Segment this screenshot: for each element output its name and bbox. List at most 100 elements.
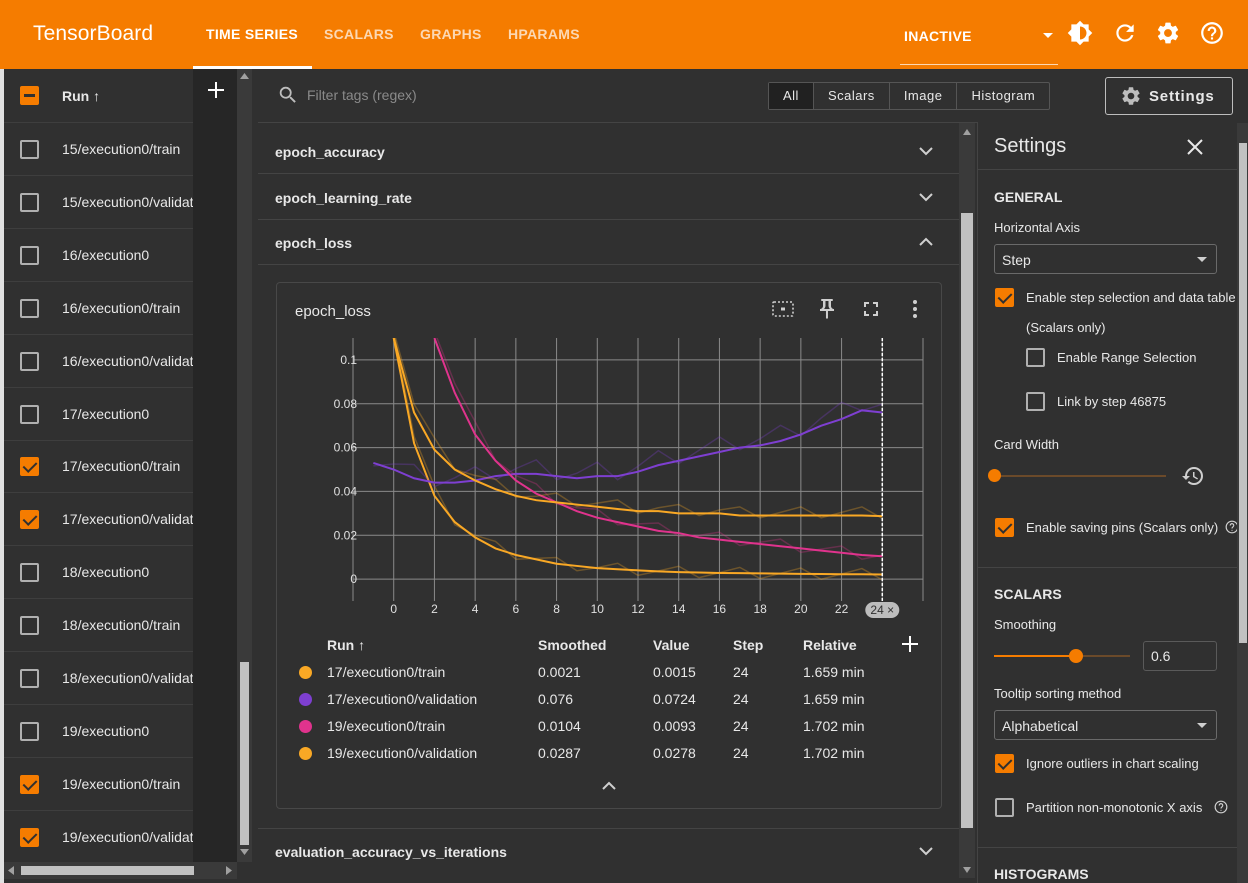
filter-tags-input[interactable]: Filter tags (regex) [307,87,417,103]
enable-range-selection-checkbox[interactable] [1026,348,1045,367]
run-checkbox[interactable] [20,827,39,847]
tab-scalars[interactable]: SCALARS [324,26,394,42]
run-checkbox[interactable] [20,192,39,212]
tab-hparams[interactable]: HPARAMS [508,26,580,42]
run-row[interactable]: 16/execution0/validation [4,335,193,388]
chevron-down-icon[interactable] [918,843,934,859]
main-vertical-scrollbar[interactable] [959,123,975,878]
run-row[interactable]: 16/execution0 [4,229,193,282]
theme-icon[interactable] [1067,20,1093,46]
chevron-down-icon[interactable] [1043,33,1053,38]
table-cell-step: 24 [733,691,749,707]
run-checkbox[interactable] [20,245,39,265]
run-row[interactable]: 17/execution0/train [4,440,193,494]
run-checkbox[interactable] [20,563,39,583]
run-checkbox[interactable] [20,669,39,688]
scroll-up-arrow-icon[interactable] [963,129,971,135]
scroll-right-arrow-icon[interactable] [226,866,232,875]
collapse-table-icon[interactable] [602,781,616,791]
run-row[interactable]: 16/execution0/train [4,282,193,335]
scrollbar-thumb[interactable] [961,213,973,828]
run-checkbox[interactable] [20,510,39,530]
horizontal-axis-label: Horizontal Axis [994,220,1080,235]
horizontal-axis-select[interactable]: Step [994,244,1217,274]
fullscreen-icon[interactable] [859,297,883,321]
enable-saving-pins-checkbox[interactable] [995,518,1014,537]
more-vert-icon[interactable] [903,297,927,321]
run-row[interactable]: 17/execution0/validation [4,493,193,547]
run-row[interactable]: 19/execution0/train [4,758,193,811]
type-scalars-button[interactable]: Scalars [814,83,890,109]
group-epoch-learning-rate[interactable]: epoch_learning_rate [258,175,960,220]
run-row[interactable]: 18/execution0/train [4,599,193,653]
run-checkbox[interactable] [20,616,39,636]
run-checkbox[interactable] [20,351,39,371]
runs-vertical-scrollbar[interactable] [237,69,252,862]
scroll-left-arrow-icon[interactable] [8,866,14,875]
add-column-icon[interactable] [206,80,226,100]
settings-toggle-button[interactable]: Settings [1105,77,1233,115]
card-width-slider-thumb[interactable] [988,469,1001,482]
scroll-up-arrow-icon[interactable] [240,73,249,79]
link-by-step-label: Link by step 46875 [1057,394,1167,409]
run-row[interactable]: 15/execution0/train [4,123,193,176]
scrollbar-thumb[interactable] [240,662,249,845]
run-label: 18/execution0/validation [62,670,193,686]
pin-icon[interactable] [815,297,839,321]
run-checkbox[interactable] [20,774,39,794]
run-checkbox[interactable] [20,404,39,424]
ignore-outliers-checkbox[interactable] [995,754,1014,773]
group-evaluation-accuracy[interactable]: evaluation_accuracy_vs_iterations [258,828,960,873]
run-checkbox[interactable] [20,721,39,741]
help-icon[interactable] [1199,20,1225,46]
run-row[interactable]: 18/execution0/validation [4,652,193,705]
add-column-icon[interactable] [901,635,919,653]
run-row[interactable]: 18/execution0 [4,546,193,600]
runs-horizontal-scrollbar[interactable] [4,862,237,879]
chevron-down-icon[interactable] [918,189,934,205]
chevron-down-icon[interactable] [918,143,934,159]
group-epoch-loss[interactable]: epoch_loss [258,220,960,265]
run-checkbox[interactable] [20,140,39,159]
link-by-step-checkbox[interactable] [1026,392,1045,411]
enable-step-selection-checkbox[interactable] [995,288,1014,307]
select-all-checkbox[interactable] [20,86,39,105]
settings-icon[interactable] [1155,20,1181,46]
type-histogram-button[interactable]: Histogram [971,88,1036,103]
scrollbar-thumb[interactable] [21,866,194,875]
series-color-dot [299,747,312,760]
scroll-down-arrow-icon[interactable] [963,867,971,873]
plugin-select[interactable]: INACTIVE [904,28,972,44]
run-row[interactable]: 19/execution0 [4,705,193,758]
group-epoch-accuracy[interactable]: epoch_accuracy [258,129,960,174]
run-checkbox[interactable] [20,457,39,477]
partition-checkbox[interactable] [995,798,1014,817]
table-header-run[interactable]: Run ↑ [327,637,366,653]
line-chart[interactable]: 0 0.02 0.04 0.06 0.08 0.1 0 2 4 6 8 10 12 14 16 18 20 22 2… [277,283,941,633]
help-icon[interactable] [1214,800,1228,814]
reload-icon[interactable] [1112,20,1138,46]
tab-time-series[interactable]: TIME SERIES [206,26,298,42]
fit-domain-icon[interactable] [771,297,795,321]
type-all-button[interactable]: All [769,83,814,109]
smoothing-input[interactable]: 0.6 [1143,641,1217,671]
run-checkbox[interactable] [20,298,39,318]
run-row[interactable]: 17/execution0 [4,388,193,441]
smoothing-track[interactable] [994,649,1130,663]
scroll-down-arrow-icon[interactable] [240,849,249,855]
run-row[interactable]: 15/execution0/validation [4,176,193,229]
card-width-track[interactable] [994,475,1166,477]
settings-scrollbar[interactable] [1237,123,1248,883]
type-image-button[interactable]: Image [890,83,958,109]
smoothing-slider-thumb[interactable] [1068,649,1083,663]
tab-graphs[interactable]: GRAPHS [420,26,482,42]
chevron-up-icon[interactable] [918,234,934,250]
active-tab-indicator [193,66,312,69]
tooltip-sort-select[interactable]: Alphabetical [994,710,1217,740]
close-icon[interactable] [1185,137,1205,157]
run-column-header[interactable]: Run ↑ [62,88,101,104]
scrollbar-thumb[interactable] [1239,143,1247,643]
table-cell-value: 0.0015 [653,664,696,680]
run-row[interactable]: 19/execution0/validation [4,811,193,864]
reset-icon[interactable] [1181,464,1205,488]
